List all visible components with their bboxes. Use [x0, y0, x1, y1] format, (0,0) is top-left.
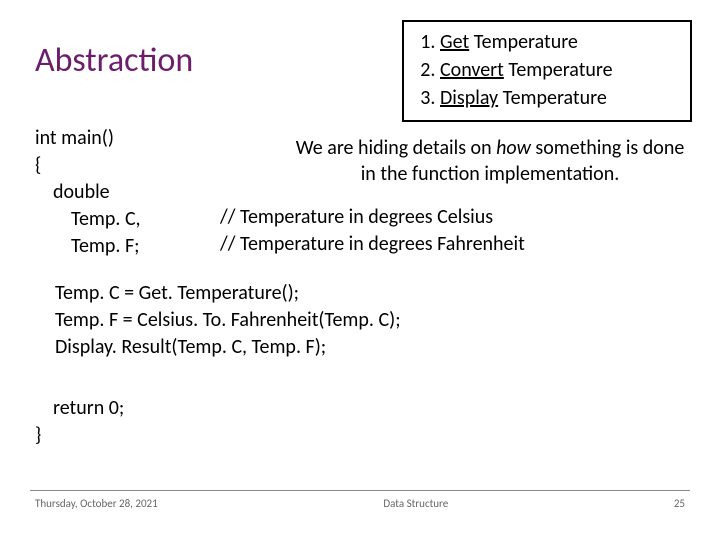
step-underlined: Get	[440, 30, 469, 54]
footer-row: Thursday, October 28, 2021 Data Structur…	[0, 497, 720, 510]
step-underlined: Display	[440, 86, 498, 110]
code-block-3: return 0; }	[35, 395, 124, 449]
note-text: We are hiding details on how something i…	[290, 135, 690, 187]
step-rest: Temperature	[469, 30, 578, 54]
code-block-2: Temp. C = Get. Temperature(); Temp. F = …	[55, 280, 401, 361]
comment-block: // Temperature in degrees Celsius // Tem…	[220, 204, 525, 258]
step-rest: Temperature	[498, 86, 607, 110]
code-line: {	[35, 152, 141, 179]
footer-page-number: 25	[674, 497, 685, 510]
code-line: int main()	[35, 125, 141, 152]
code-block-1: int main() { double Temp. C, Temp. F;	[35, 125, 141, 260]
footer-divider	[30, 490, 690, 491]
page-title: Abstraction	[35, 40, 193, 81]
code-comment: // Temperature in degrees Fahrenheit	[220, 231, 525, 258]
note-emph: how	[496, 136, 531, 160]
slide: Abstraction Get Temperature Convert Temp…	[0, 0, 720, 540]
code-line: double	[35, 179, 141, 206]
step-item: Convert Temperature	[440, 56, 680, 84]
step-item: Display Temperature	[440, 84, 680, 112]
step-underlined: Convert	[440, 58, 504, 82]
steps-box: Get Temperature Convert Temperature Disp…	[402, 20, 692, 122]
code-line: Display. Result(Temp. C, Temp. F);	[55, 334, 401, 361]
footer: Thursday, October 28, 2021 Data Structur…	[0, 490, 720, 510]
code-line: Temp. F = Celsius. To. Fahrenheit(Temp. …	[55, 307, 401, 334]
code-line: }	[35, 422, 124, 449]
footer-date: Thursday, October 28, 2021	[35, 497, 158, 510]
note-part: We are hiding details on	[296, 136, 496, 160]
code-comment: // Temperature in degrees Celsius	[220, 204, 525, 231]
footer-title: Data Structure	[158, 497, 674, 510]
step-rest: Temperature	[504, 58, 613, 82]
steps-list: Get Temperature Convert Temperature Disp…	[414, 28, 680, 112]
step-item: Get Temperature	[440, 28, 680, 56]
code-line: Temp. F;	[35, 233, 141, 260]
code-line: Temp. C = Get. Temperature();	[55, 280, 401, 307]
code-line: Temp. C,	[35, 206, 141, 233]
code-line: return 0;	[35, 395, 124, 422]
